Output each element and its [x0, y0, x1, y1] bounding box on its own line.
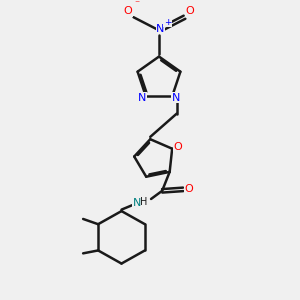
Text: ⁻: ⁻ [134, 0, 140, 9]
Text: N: N [138, 93, 146, 103]
Text: H: H [140, 197, 147, 207]
Text: O: O [124, 6, 133, 16]
Text: +: + [164, 18, 171, 27]
Text: N: N [172, 93, 180, 103]
Text: N: N [133, 198, 141, 208]
Text: O: O [185, 6, 194, 16]
Text: O: O [184, 184, 193, 194]
Text: N: N [156, 24, 165, 34]
Text: O: O [173, 142, 182, 152]
